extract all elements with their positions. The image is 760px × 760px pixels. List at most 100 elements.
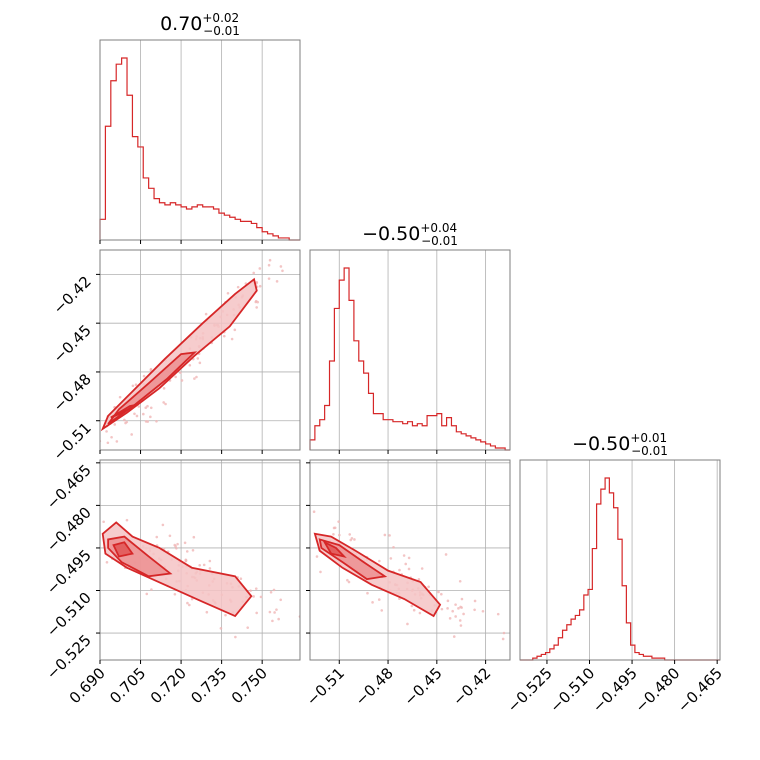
sample-point bbox=[146, 404, 149, 408]
title-upper-error: +0.01 bbox=[630, 431, 667, 445]
sample-point bbox=[418, 611, 422, 615]
sample-point bbox=[124, 421, 127, 425]
x-tick-label: 0.735 bbox=[187, 664, 230, 707]
sample-point bbox=[161, 523, 165, 527]
histogram-panel-1: 0.70+0.02 −0.01 bbox=[99, 11, 301, 244]
sample-point bbox=[349, 538, 353, 542]
x-tick-label: 0.720 bbox=[147, 664, 190, 707]
sample-point bbox=[310, 218, 313, 221]
sample-point bbox=[272, 588, 276, 592]
sample-point bbox=[496, 612, 500, 616]
sample-point bbox=[333, 210, 336, 213]
sample-point bbox=[64, 465, 67, 468]
sample-point bbox=[135, 414, 139, 418]
panel-title: 0.70+0.02 −0.01 bbox=[160, 11, 240, 38]
contour-line-1 bbox=[100, 277, 258, 432]
sample-point bbox=[50, 513, 53, 516]
contour-line-2 bbox=[318, 538, 388, 581]
sample-point bbox=[134, 383, 138, 387]
sample-point bbox=[33, 488, 36, 491]
sample-point bbox=[102, 520, 105, 524]
sample-point bbox=[219, 627, 223, 630]
contour-fill-3 bbox=[113, 542, 133, 557]
sample-point bbox=[85, 452, 88, 455]
sample-point bbox=[230, 337, 234, 341]
sample-point bbox=[179, 371, 182, 374]
sample-point bbox=[155, 419, 158, 423]
x-tick-label: −0.51 bbox=[303, 664, 348, 709]
sample-point bbox=[113, 423, 117, 426]
sample-point bbox=[255, 306, 258, 309]
sample-point bbox=[457, 607, 460, 610]
histogram-line bbox=[520, 477, 720, 661]
sample-point bbox=[71, 463, 74, 466]
sample-point bbox=[82, 457, 85, 460]
sample-point bbox=[417, 577, 421, 581]
sample-point bbox=[196, 357, 200, 360]
sample-point bbox=[125, 518, 129, 522]
sample-point bbox=[454, 615, 457, 618]
sample-point bbox=[407, 567, 411, 571]
sample-point bbox=[437, 590, 440, 594]
sample-point bbox=[105, 561, 109, 564]
sample-point bbox=[186, 601, 189, 605]
scatter-panel-2 bbox=[50, 459, 301, 664]
sample-point bbox=[267, 277, 271, 280]
sample-point bbox=[402, 554, 406, 557]
sample-point bbox=[279, 265, 283, 268]
sample-point bbox=[392, 546, 395, 549]
sample-point bbox=[202, 563, 206, 567]
sample-point bbox=[348, 533, 352, 536]
sample-point bbox=[259, 595, 263, 599]
x-tick-label: −0.510 bbox=[546, 664, 598, 716]
sample-point bbox=[275, 608, 278, 611]
sample-point bbox=[183, 541, 187, 545]
sample-point bbox=[258, 267, 262, 270]
sample-point bbox=[149, 415, 152, 419]
sample-point bbox=[279, 598, 283, 602]
sample-point bbox=[347, 580, 351, 584]
plot-area bbox=[295, 510, 518, 645]
sample-point bbox=[204, 312, 208, 316]
sample-point bbox=[149, 368, 153, 372]
sample-point bbox=[383, 533, 387, 537]
sample-point bbox=[377, 598, 381, 601]
sample-point bbox=[460, 606, 463, 609]
sample-point bbox=[208, 567, 212, 570]
sample-point bbox=[366, 591, 369, 595]
sample-point bbox=[412, 608, 416, 612]
sample-point bbox=[458, 619, 462, 622]
sample-point bbox=[198, 563, 202, 567]
sample-point bbox=[481, 609, 485, 613]
sample-point bbox=[144, 406, 148, 410]
sample-point bbox=[256, 300, 260, 304]
contour-line-2 bbox=[107, 535, 173, 578]
sample-point bbox=[398, 568, 401, 572]
panel-frame bbox=[99, 39, 301, 241]
sample-point bbox=[208, 559, 212, 563]
sample-point bbox=[198, 361, 202, 365]
sample-point bbox=[133, 412, 136, 416]
sample-point bbox=[123, 418, 126, 422]
x-tick-label: −0.525 bbox=[504, 664, 556, 716]
sample-point bbox=[155, 535, 159, 539]
plot-area bbox=[33, 210, 336, 491]
sample-point bbox=[93, 534, 96, 537]
sample-point bbox=[205, 610, 209, 614]
sample-point bbox=[110, 435, 113, 439]
sample-point bbox=[459, 624, 463, 627]
sample-point bbox=[254, 587, 258, 590]
sample-point bbox=[515, 642, 518, 645]
sample-point bbox=[144, 420, 148, 423]
sample-point bbox=[353, 538, 356, 541]
sample-point bbox=[142, 412, 145, 416]
title-value: −0.50 bbox=[572, 433, 630, 455]
sample-point bbox=[315, 555, 319, 558]
sample-point bbox=[295, 541, 298, 544]
title-lower-error: −0.01 bbox=[631, 444, 668, 458]
scatter-panel-1 bbox=[33, 210, 336, 491]
sample-point bbox=[275, 280, 279, 283]
sample-point bbox=[224, 613, 227, 617]
sample-point bbox=[249, 589, 252, 592]
